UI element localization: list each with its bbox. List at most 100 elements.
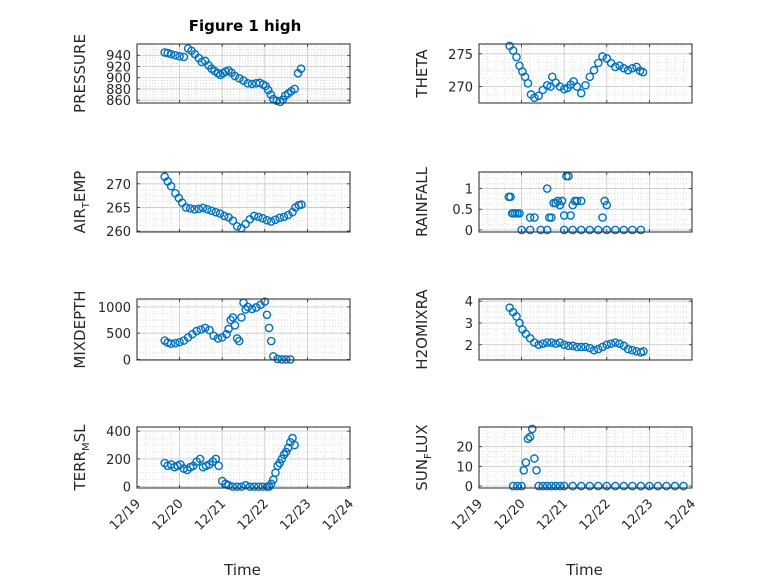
data-point [241,480,250,490]
data-point [576,196,586,206]
data-point [513,481,522,491]
data-point [611,338,620,347]
data-point [224,480,233,490]
data-point [275,458,285,468]
y-tick-label: 260 [106,225,131,240]
axes-box [478,298,693,361]
data-point [576,342,586,352]
y-tick-label: 20 [456,441,473,456]
data-point [286,355,295,364]
data-point [628,63,637,73]
x-tick-label: 12/24 [320,496,357,533]
data-point [297,200,306,209]
data-point [296,64,306,74]
y-tick-label: 860 [106,94,131,109]
data-point [555,338,565,347]
data-point [234,73,244,83]
data-point [628,225,637,235]
y-tick-label: 270 [448,81,473,96]
data-point [538,85,548,95]
data-point [602,200,612,210]
data-point [530,454,539,463]
data-point [581,342,590,352]
data-point [185,204,195,213]
data-point [220,211,229,221]
data-point [198,203,208,213]
y-tick-label: 1000 [98,301,131,316]
y-axis-label: THETA [413,49,431,99]
data-point [508,46,518,55]
data-point [525,432,535,442]
data-point [538,339,548,348]
x-axis-label: Time [223,561,261,579]
data-point [279,212,289,222]
data-point [517,481,526,491]
data-point [234,336,244,346]
data-point [532,465,541,475]
data-point [196,325,206,334]
data-point [551,339,560,348]
data-point [542,481,552,491]
y-tick-label: 0 [465,480,473,495]
data-point [230,320,240,330]
y-tick-label: 200 [106,453,131,468]
x-tick-label: 12/23 [277,496,314,533]
data-point [247,304,257,314]
y-tick-label: 400 [106,425,131,440]
y-tick-label: 0 [465,224,473,239]
data-point [639,346,648,356]
data-point [224,324,233,334]
data-point [521,329,531,339]
data-point [542,184,552,193]
data-point [615,339,624,348]
data-point [222,329,231,339]
data-series [160,172,306,233]
data-point [277,454,287,464]
data-point [547,213,556,222]
data-point [166,49,176,59]
data-point [572,342,582,352]
data-point [559,340,569,350]
x-tick-label: 12/22 [577,496,614,533]
data-point [572,196,582,206]
data-point [245,482,255,491]
data-point [602,340,612,350]
data-point [628,345,637,355]
data-point [230,71,240,81]
data-point [271,215,280,225]
data-point [171,50,180,60]
data-point [286,437,295,447]
axes-box [478,426,693,489]
plot-area [137,299,350,360]
y-tick-label: 0.5 [452,203,473,218]
plot-area [479,172,692,232]
data-point [534,481,543,491]
data-point [207,206,216,216]
x-tick-label: 12/19 [449,496,486,533]
data-series [505,303,648,357]
panel-5: 2 3 4 H2OMIXRA [413,289,693,370]
y-tick-label: 265 [106,201,131,216]
x-tick-label: 12/22 [235,496,272,533]
data-point [192,326,201,336]
y-axis-label: AIRTEMP [71,171,92,234]
data-point [517,225,526,235]
data-point [602,54,612,63]
data-point [615,61,624,70]
data-point [538,481,548,491]
data-series [160,433,299,491]
data-point [553,196,563,206]
data-point [525,225,535,235]
data-point [557,196,567,206]
data-point [638,67,648,77]
data-point [559,481,569,491]
data-point [521,458,531,467]
y-tick-label: 880 [106,83,131,98]
data-point [581,81,590,90]
data-point [636,481,646,491]
data-point [679,481,688,491]
y-tick-label: 3 [465,317,473,332]
data-point [215,209,225,218]
data-point [602,481,612,491]
